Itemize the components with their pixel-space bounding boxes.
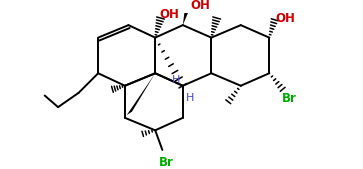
Text: H: H: [172, 75, 180, 85]
Text: Br: Br: [159, 156, 174, 169]
Text: H: H: [186, 93, 194, 103]
Text: OH: OH: [276, 11, 295, 25]
Polygon shape: [127, 73, 155, 115]
Text: OH: OH: [159, 8, 179, 21]
Polygon shape: [183, 8, 190, 25]
Text: Br: Br: [281, 92, 296, 105]
Text: OH: OH: [191, 0, 211, 12]
